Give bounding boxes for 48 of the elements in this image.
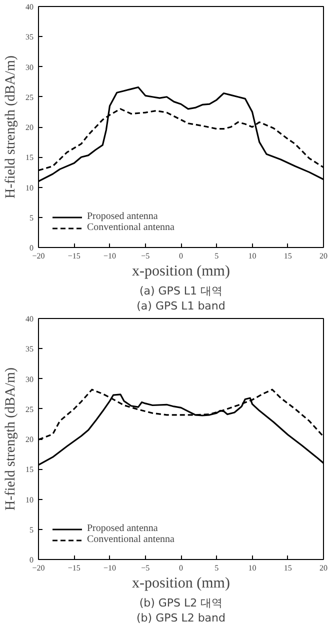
y-tick-label: 15 <box>26 465 34 474</box>
legend-label: Proposed antenna <box>87 211 158 222</box>
y-tick-label: 10 <box>26 183 34 192</box>
x-tick-label: 10 <box>248 252 256 260</box>
x-tick-label: −10 <box>103 252 116 260</box>
y-tick-label: 40 <box>26 314 34 324</box>
x-tick-label: −20 <box>32 564 45 572</box>
x-tick-label: 15 <box>284 564 292 572</box>
y-tick-label: 0 <box>30 244 34 252</box>
x-tick-label: 5 <box>214 564 219 572</box>
y-axis-title: H-field strength (dBA/m) <box>4 367 18 511</box>
y-tick-label: 30 <box>26 62 34 72</box>
x-tick-label: −5 <box>141 252 150 260</box>
y-tick-label: 40 <box>26 2 34 12</box>
y-tick-label: 5 <box>30 213 34 222</box>
x-tick-label: −20 <box>32 252 45 260</box>
x-tick-label: −10 <box>103 564 116 572</box>
x-tick-label: 10 <box>248 564 256 572</box>
text: (b) GPS L2 대역 <box>139 596 223 610</box>
x-tick-label: 0 <box>179 564 183 572</box>
text: (a) GPS L1 대역 <box>139 284 223 298</box>
y-tick-label: 15 <box>26 153 34 162</box>
legend-label: Proposed antenna <box>87 523 158 534</box>
x-tick-label: 5 <box>214 252 219 260</box>
x-tick-label: 15 <box>284 252 292 260</box>
y-tick-label: 35 <box>26 344 34 354</box>
x-tick-label: −15 <box>68 252 80 260</box>
legend-label: Conventional antenna <box>87 534 174 545</box>
y-tick-label: 10 <box>26 495 34 504</box>
x-tick-label: −15 <box>68 564 80 572</box>
x-tick-label: 20 <box>320 252 328 260</box>
y-tick-label: 0 <box>30 556 34 564</box>
y-tick-label: 35 <box>26 32 34 42</box>
y-tick-label: 20 <box>26 123 34 132</box>
y-tick-label: 25 <box>26 92 34 102</box>
x-tick-label: 20 <box>320 564 328 572</box>
y-tick-label: 5 <box>30 525 34 534</box>
x-axis-title: x-position (mm) <box>132 264 230 280</box>
x-axis-title: x-position (mm) <box>132 576 230 592</box>
y-axis-title: H-field strength (dBA/m) <box>4 55 18 199</box>
text: (a) GPS L1 band <box>136 300 226 312</box>
text: (b) GPS L2 band <box>136 612 226 624</box>
y-tick-label: 20 <box>26 435 34 444</box>
y-tick-label: 30 <box>26 374 34 384</box>
x-tick-label: 0 <box>179 252 183 260</box>
x-tick-label: −5 <box>141 564 150 572</box>
y-tick-label: 25 <box>26 404 34 414</box>
legend-label: Conventional antenna <box>87 222 174 233</box>
